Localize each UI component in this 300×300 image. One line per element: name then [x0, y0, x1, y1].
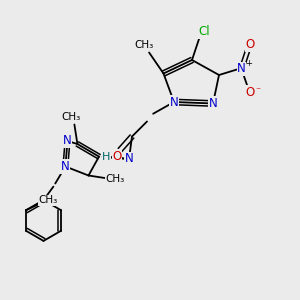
Text: O: O: [246, 86, 255, 99]
Text: O: O: [112, 149, 122, 163]
Text: CH₃: CH₃: [134, 40, 153, 50]
Text: O: O: [246, 38, 255, 52]
Text: N: N: [237, 62, 246, 76]
Text: N: N: [124, 152, 134, 166]
Text: Cl: Cl: [198, 25, 210, 38]
Text: ⁻: ⁻: [256, 86, 261, 96]
Text: CH₃: CH₃: [38, 195, 58, 206]
Text: H: H: [102, 152, 111, 162]
Text: +: +: [245, 59, 251, 68]
Text: N: N: [63, 134, 72, 148]
Text: N: N: [169, 95, 178, 109]
Text: N: N: [208, 97, 217, 110]
Text: N: N: [61, 160, 70, 173]
Text: CH₃: CH₃: [106, 173, 125, 184]
Text: CH₃: CH₃: [62, 112, 81, 122]
